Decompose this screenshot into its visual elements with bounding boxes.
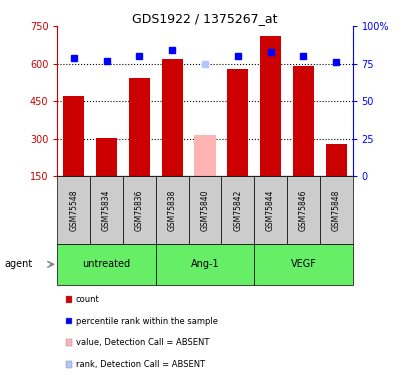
Text: GSM75834: GSM75834	[102, 189, 111, 231]
Bar	[221, 176, 254, 244]
Bar	[123, 176, 155, 244]
Bar	[57, 244, 155, 285]
Bar	[319, 176, 352, 244]
Bar	[96, 138, 117, 176]
Text: Ang-1: Ang-1	[190, 260, 219, 269]
Text: value, Detection Call = ABSENT: value, Detection Call = ABSENT	[76, 338, 209, 347]
Text: GSM75844: GSM75844	[265, 189, 274, 231]
Bar	[188, 176, 221, 244]
Bar	[161, 59, 182, 176]
Bar	[254, 244, 352, 285]
Bar	[254, 176, 286, 244]
Bar	[227, 69, 248, 176]
Bar	[90, 176, 123, 244]
Text: rank, Detection Call = ABSENT: rank, Detection Call = ABSENT	[76, 360, 204, 369]
Bar	[325, 144, 346, 176]
Text: GSM75848: GSM75848	[331, 189, 340, 231]
Text: GSM75838: GSM75838	[167, 189, 176, 231]
Text: GSM75840: GSM75840	[200, 189, 209, 231]
Bar	[286, 176, 319, 244]
Text: GSM75836: GSM75836	[135, 189, 144, 231]
Text: agent: agent	[4, 260, 32, 269]
Title: GDS1922 / 1375267_at: GDS1922 / 1375267_at	[132, 12, 277, 25]
Bar	[57, 176, 90, 244]
Bar	[155, 176, 188, 244]
Text: GSM75842: GSM75842	[233, 189, 242, 231]
Bar	[63, 96, 84, 176]
Bar	[194, 135, 215, 176]
Bar	[155, 244, 254, 285]
Text: GSM75846: GSM75846	[298, 189, 307, 231]
Text: GSM75548: GSM75548	[69, 189, 78, 231]
Bar	[292, 66, 313, 176]
Text: VEGF: VEGF	[290, 260, 316, 269]
Bar	[259, 36, 281, 176]
Bar	[128, 78, 150, 176]
Text: untreated: untreated	[82, 260, 130, 269]
Text: count: count	[76, 295, 99, 304]
Text: percentile rank within the sample: percentile rank within the sample	[76, 316, 217, 326]
